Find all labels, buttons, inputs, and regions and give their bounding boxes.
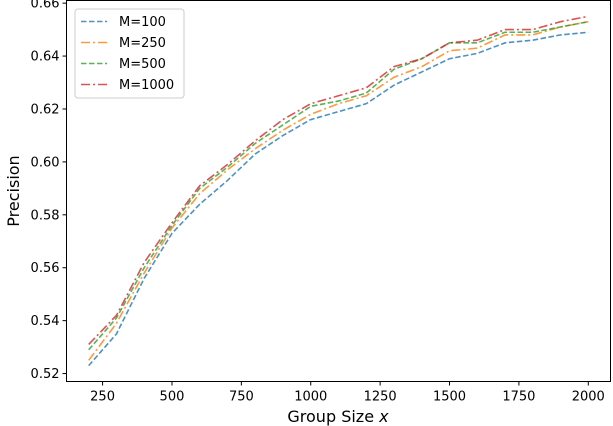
series-line-m-500 [88,20,589,351]
x-tick-label: 500 [160,390,185,405]
legend-box [74,8,185,99]
y-tick-label: 0.60 [31,155,60,170]
series-line-m-1000 [88,15,589,346]
series-line-m-100 [88,31,589,367]
y-axis-ticks: 0.52 0.54 0.56 0.58 0.60 0.62 0.64 0.66 [31,0,67,382]
x-axis-label-text: Group Size [287,407,374,426]
x-tick-label: 750 [229,390,254,405]
x-tick-label: 1000 [294,390,327,405]
x-tick-label: 1500 [433,390,466,405]
x-tick-label: 2000 [572,390,605,405]
x-tick-label: 250 [90,390,115,405]
legend-entries: M=100 M=250 M=500 M=1000 [81,15,174,93]
x-tick-label: 1250 [364,390,397,405]
y-tick-label: 0.52 [31,367,60,382]
legend-label: M=500 [119,57,166,72]
y-tick-label: 0.62 [31,102,60,117]
legend-label: M=250 [119,36,166,51]
x-axis-ticks: 250 500 750 1000 1250 1500 1750 2000 [90,381,605,405]
x-axis-label: Group Size x [287,407,389,426]
series-lines [88,15,589,367]
x-axis-label-variable: x [378,407,389,426]
legend: M=100 M=250 M=500 M=1000 [74,8,185,99]
legend-label: M=100 [119,15,166,30]
x-tick-label: 1750 [502,390,535,405]
y-tick-label: 0.56 [31,261,60,276]
y-tick-label: 0.58 [31,208,60,223]
y-tick-label: 0.64 [31,50,60,65]
y-tick-label: 0.66 [31,0,60,12]
plot-frame [66,0,611,382]
y-tick-label: 0.54 [31,314,60,329]
legend-label: M=1000 [119,78,174,93]
y-axis-label: Precision [4,155,23,226]
series-line-m-250 [88,20,589,361]
